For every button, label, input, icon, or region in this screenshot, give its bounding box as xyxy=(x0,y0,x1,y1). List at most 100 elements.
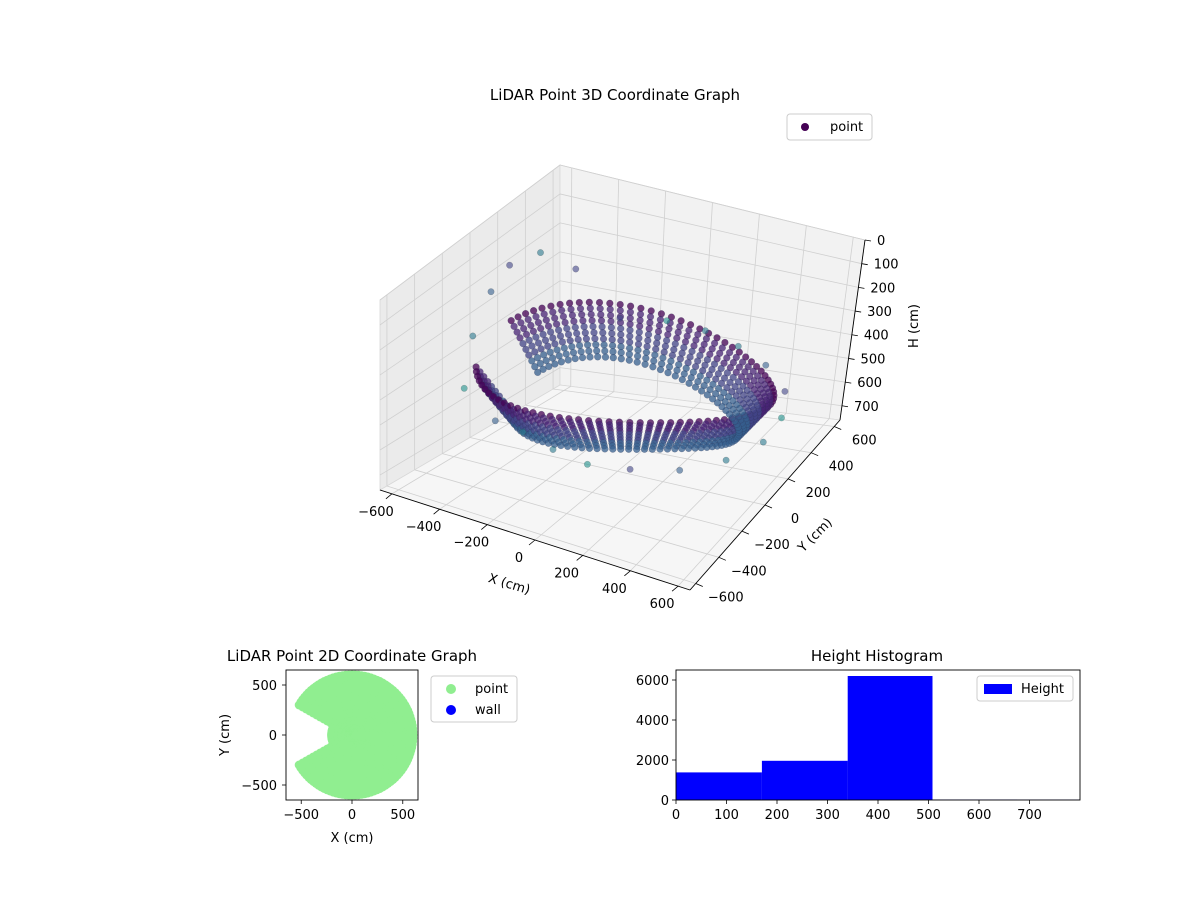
scan-point xyxy=(742,377,751,385)
scan-point xyxy=(576,304,585,313)
z-tick-3d xyxy=(858,286,865,289)
histogram-ticks: 0 100 200 300 400 500 600 700 0 2000 4000 6000 xyxy=(636,674,1042,823)
scan-point xyxy=(569,348,578,357)
histogram-x-tick-label: 0 xyxy=(672,808,680,823)
scan-point xyxy=(580,323,588,331)
z-tick-label-3d: 700 xyxy=(854,400,879,415)
scan-point xyxy=(739,382,747,390)
scan-point xyxy=(697,387,706,395)
scan-point xyxy=(598,323,606,331)
scan-point xyxy=(597,317,606,325)
scan-point xyxy=(556,332,565,340)
histogram-x-tick-label: 600 xyxy=(967,808,992,823)
scan-point xyxy=(713,399,722,407)
x-axis-3d-label: X (cm) xyxy=(486,571,532,598)
scan-point xyxy=(617,445,625,453)
scan-point xyxy=(625,445,633,453)
scan-point xyxy=(551,314,559,322)
scan-point xyxy=(729,358,738,367)
scan-point xyxy=(546,348,554,356)
scan-point xyxy=(524,315,532,324)
scan-point xyxy=(609,354,617,362)
y-tick-3d xyxy=(810,452,819,457)
legend-2d-point-marker xyxy=(446,684,456,694)
z-gridline-wall xyxy=(379,367,561,476)
x-tick-3d xyxy=(624,570,631,577)
scan-point xyxy=(752,362,761,371)
histogram-bar xyxy=(847,676,933,800)
scan-point xyxy=(737,373,746,381)
scan-point xyxy=(741,368,749,376)
z-tick-3d xyxy=(841,405,849,408)
histogram-x-tick-label: 400 xyxy=(866,808,891,823)
scan-point xyxy=(537,324,545,333)
scan-point xyxy=(732,353,740,361)
x-tick-label-3d: −200 xyxy=(453,536,489,551)
histogram-y-tick-label: 6000 xyxy=(636,674,669,689)
scan-point xyxy=(664,369,672,377)
scan-point xyxy=(717,379,726,387)
scan-point xyxy=(581,329,589,337)
z-tick-3d xyxy=(845,381,852,384)
data-point-3d xyxy=(549,446,557,453)
data-point-3d xyxy=(506,261,514,269)
y-tick-label-3d: 0 xyxy=(791,512,799,527)
x-tick-label-3d: 200 xyxy=(554,566,579,581)
histogram-y-tick-label: 0 xyxy=(661,794,669,809)
scan-point xyxy=(761,371,769,380)
scan-point xyxy=(720,388,728,397)
z-tick-label-3d: 400 xyxy=(864,329,889,344)
scan-point xyxy=(539,365,547,373)
scan-point xyxy=(528,342,536,350)
scan-point xyxy=(617,349,625,357)
y-tick-label-2d: −500 xyxy=(241,779,277,794)
scan-point xyxy=(558,338,567,346)
scan-point xyxy=(738,358,747,366)
scan-point xyxy=(583,341,592,349)
scan-point xyxy=(608,329,616,338)
scan-point xyxy=(723,369,732,377)
data-point-3d xyxy=(663,317,671,325)
z-gridline-wall xyxy=(379,251,561,376)
x-tick-3d xyxy=(481,524,488,530)
points-2d-cloud xyxy=(294,670,418,800)
legend-histogram-swatch xyxy=(984,684,1012,694)
x-gridline-wall xyxy=(570,167,573,387)
scan-point xyxy=(656,445,664,453)
x-tick-3d xyxy=(433,508,440,515)
scan-point xyxy=(732,368,740,376)
scan-point xyxy=(577,347,585,356)
legend-3d: point xyxy=(786,113,873,141)
scan-point xyxy=(586,353,594,361)
data-point-3d xyxy=(491,417,499,425)
scan-point xyxy=(685,379,693,387)
y-tick-label-3d: −600 xyxy=(708,590,744,605)
legend-histogram-label: Height xyxy=(1021,682,1064,697)
x-tick-label-2d: −500 xyxy=(283,808,319,823)
scan-point xyxy=(568,311,577,319)
scan-point xyxy=(703,391,711,399)
y-tick-label-3d: 400 xyxy=(829,460,854,475)
chart-3d: LiDAR Point 3D Coordinate Graph −600 −400… xyxy=(358,86,922,612)
x-tick-label-3d: −400 xyxy=(406,520,442,535)
data-point-3d xyxy=(734,342,742,350)
x-axis-2d-label: X (cm) xyxy=(331,831,374,846)
scan-point xyxy=(691,383,700,391)
scan-point xyxy=(653,339,661,347)
scan-point xyxy=(578,310,586,319)
legend-2d-point-label: point xyxy=(475,682,508,697)
scan-point xyxy=(646,319,654,327)
z-gridline-wall xyxy=(379,164,561,301)
scan-point xyxy=(517,319,525,327)
scan-point xyxy=(728,388,736,396)
legend-3d-label: point xyxy=(830,120,863,135)
scan-point xyxy=(684,444,693,453)
x-gridline-wall xyxy=(785,225,807,414)
y-tick-3d xyxy=(787,478,796,483)
points-3d xyxy=(460,249,789,474)
chart-2d: LiDAR Point 2D Coordinate Graph −500 −500… xyxy=(218,647,518,846)
scan-point xyxy=(563,324,571,333)
scan-point xyxy=(649,363,657,371)
chart-2d-title: LiDAR Point 2D Coordinate Graph xyxy=(227,647,477,665)
